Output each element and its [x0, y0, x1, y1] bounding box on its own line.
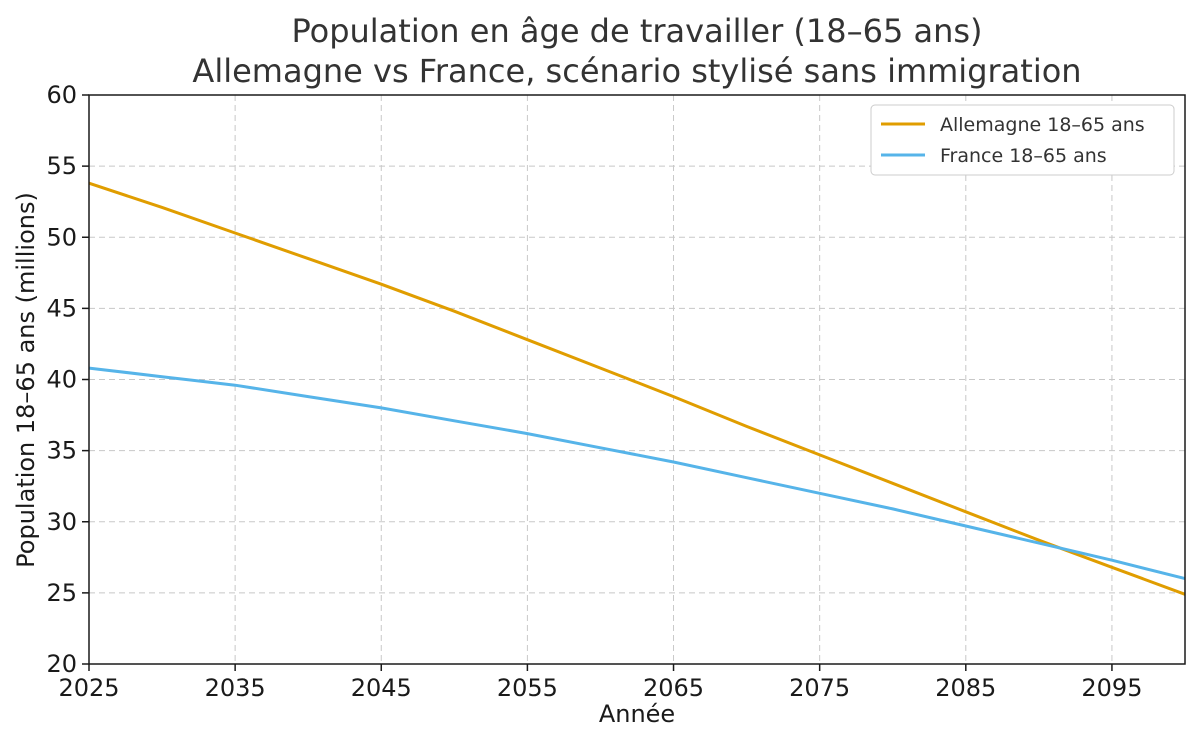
series-lines [88, 181, 1186, 596]
x-tick-label-2035: 2035 [205, 674, 266, 702]
x-tick-label-2095: 2095 [1081, 674, 1142, 702]
x-tick-label-2075: 2075 [789, 674, 850, 702]
y-axis-label: Population 18–65 ans (millions) [12, 192, 40, 568]
x-tick-label-2085: 2085 [935, 674, 996, 702]
legend: Allemagne 18–65 ans France 18–65 ans [870, 104, 1175, 176]
y-tick-label-45: 45 [46, 294, 77, 322]
x-tick-label-2055: 2055 [497, 674, 558, 702]
y-tick-label-50: 50 [46, 223, 77, 251]
x-tick-label-2025: 2025 [58, 674, 119, 702]
y-tick-label-55: 55 [46, 152, 77, 180]
x-axis-ticks: 2025 2035 2045 2055 2065 2075 2085 2095 [58, 664, 1142, 702]
y-tick-label-20: 20 [46, 650, 77, 678]
grid-lines [89, 95, 1185, 664]
legend-box [870, 104, 1175, 176]
y-tick-label-40: 40 [46, 366, 77, 394]
y-tick-label-35: 35 [46, 437, 77, 465]
chart-title-line-1: Population en âge de travailler (18–65 a… [291, 12, 982, 50]
series-line-france [88, 366, 1186, 581]
x-axis-label: Année [599, 700, 675, 728]
chart-title-line-2: Allemagne vs France, scénario stylisé sa… [192, 52, 1081, 90]
legend-label-allemagne: Allemagne 18–65 ans [940, 114, 1145, 136]
x-tick-label-2045: 2045 [351, 674, 412, 702]
y-axis-ticks: 20 25 30 35 40 45 50 55 60 [46, 81, 89, 678]
legend-label-france: France 18–65 ans [940, 145, 1107, 167]
y-tick-label-25: 25 [46, 579, 77, 607]
y-tick-label-30: 30 [46, 508, 77, 536]
x-tick-label-2065: 2065 [643, 674, 704, 702]
series-line-allemagne [88, 181, 1186, 596]
y-tick-label-60: 60 [46, 81, 77, 109]
